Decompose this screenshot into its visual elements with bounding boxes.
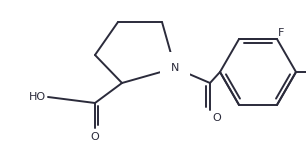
Text: F: F [278, 28, 284, 38]
Text: O: O [91, 132, 99, 142]
Text: HO: HO [29, 92, 46, 102]
Text: N: N [171, 63, 179, 73]
Text: O: O [212, 113, 221, 123]
